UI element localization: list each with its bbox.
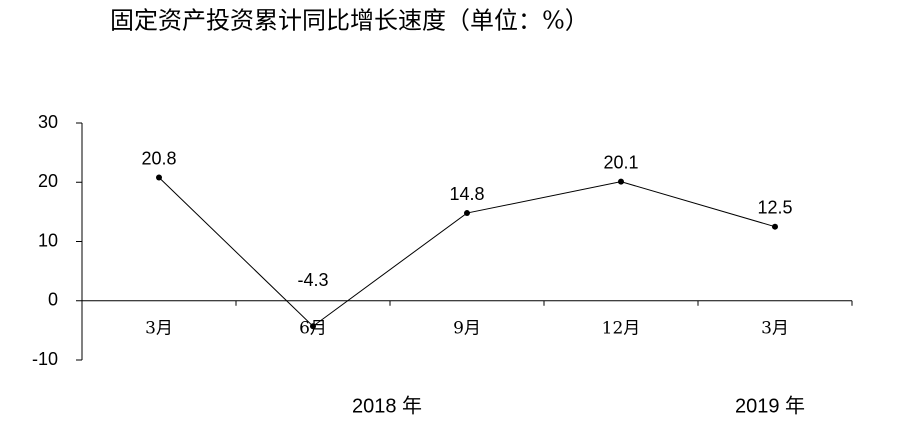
data-label: 12.5 xyxy=(757,197,792,217)
y-tick-label: 0 xyxy=(48,290,58,310)
x-tick-label: 3月 xyxy=(761,318,789,338)
data-label: 20.8 xyxy=(141,148,176,168)
chart-title: 固定资产投资累计同比增长速度（单位：%） xyxy=(110,7,589,35)
data-label: -4.3 xyxy=(297,270,328,290)
x-tick-label: 3月 xyxy=(145,318,173,338)
data-label: 14.8 xyxy=(449,184,484,204)
x-tick-label: 9月 xyxy=(453,318,481,338)
y-tick-label: 20 xyxy=(38,171,58,191)
point xyxy=(156,174,162,181)
data-label: 20.1 xyxy=(603,152,638,172)
point xyxy=(464,210,470,217)
y-tick-label: 10 xyxy=(38,230,58,250)
x-tick-label: 12月 xyxy=(602,318,641,338)
point xyxy=(618,178,624,185)
y-tick-label: 30 xyxy=(38,112,58,132)
point xyxy=(310,323,316,330)
y-tick-label: -10 xyxy=(32,349,58,369)
year-label: 2018 年 xyxy=(352,394,422,417)
year-label: 2019 年 xyxy=(735,394,805,417)
point xyxy=(772,223,778,230)
